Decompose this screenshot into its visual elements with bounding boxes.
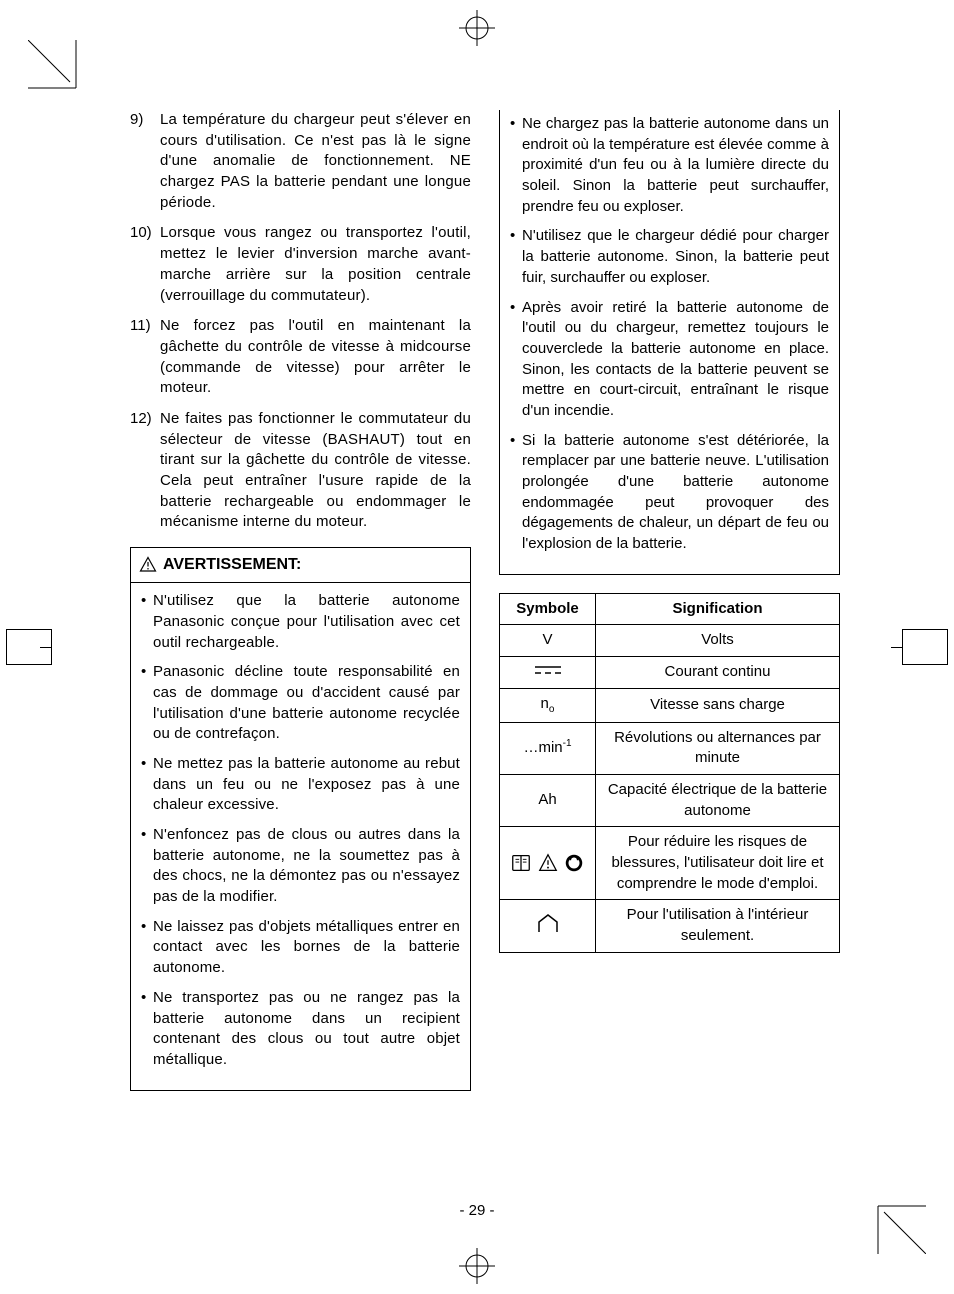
warning-box: AVERTISSEMENT: N'utilisez que la batteri… <box>130 547 471 1091</box>
list-item: 9)La température du chargeur peut s'élev… <box>130 110 471 213</box>
trim-box-right <box>902 629 948 665</box>
list-item: Ne mettez pas la batterie autonome au re… <box>141 754 460 816</box>
symbol-cell: …min-1 <box>500 722 596 774</box>
right-column: Ne chargez pas la batterie autonome dans… <box>499 110 840 1091</box>
symbol-cell: V <box>500 625 596 657</box>
page-number: - 29 - <box>459 1202 494 1219</box>
prohibit-icon <box>563 852 585 874</box>
warning-triangle-icon <box>537 852 559 874</box>
table-row: V Volts <box>500 625 840 657</box>
dc-symbol-icon <box>500 657 596 689</box>
list-item: Ne chargez pas la batterie autonome dans… <box>510 114 829 217</box>
indoor-use-icon <box>500 900 596 952</box>
list-item: Ne laissez pas d'objets métalliques entr… <box>141 917 460 979</box>
meaning-cell: Pour réduire les risques de blessures, l… <box>596 827 840 900</box>
symbols-table: Symbole Signification V Volts Courant co… <box>499 593 840 953</box>
left-column: 9)La température du chargeur peut s'élev… <box>130 110 471 1091</box>
list-item: Après avoir retiré la batterie autonome … <box>510 298 829 422</box>
table-row: Pour l'utilisation à l'intérieur seuleme… <box>500 900 840 952</box>
list-item: N'utilisez que le chargeur dédié pour ch… <box>510 226 829 288</box>
table-row: no Vitesse sans charge <box>500 688 840 722</box>
meaning-cell: Volts <box>596 625 840 657</box>
th-meaning: Signification <box>596 593 840 625</box>
meaning-cell: Pour l'utilisation à l'intérieur seuleme… <box>596 900 840 952</box>
trim-box-left <box>6 629 52 665</box>
meaning-cell: Courant continu <box>596 657 840 689</box>
list-item: Panasonic décline toute responsabilité e… <box>141 662 460 745</box>
warning-list-right: Ne chargez pas la batterie autonome dans… <box>499 110 840 575</box>
warning-icon <box>139 556 157 574</box>
list-item: Si la batterie autonome s'est détériorée… <box>510 431 829 555</box>
meaning-cell: Révolutions ou alternances par minute <box>596 722 840 774</box>
list-item: N'utilisez que la batterie autonome Pana… <box>141 591 460 653</box>
read-manual-icons <box>500 827 596 900</box>
meaning-cell: Vitesse sans charge <box>596 688 840 722</box>
list-item: 11)Ne forcez pas l'outil en maintenant l… <box>130 316 471 399</box>
meaning-cell: Capacité électrique de la batterie auton… <box>596 774 840 826</box>
th-symbol: Symbole <box>500 593 596 625</box>
crop-mark-tl <box>28 40 88 100</box>
registration-mark-bottom <box>457 1246 497 1286</box>
numbered-list: 9)La température du chargeur peut s'élev… <box>130 110 471 533</box>
page-content: 9)La température du chargeur peut s'élev… <box>130 110 840 1091</box>
crop-mark-br <box>866 1194 926 1254</box>
table-row: Symbole Signification <box>500 593 840 625</box>
warning-title: AVERTISSEMENT: <box>163 554 301 576</box>
table-row: …min-1 Révolutions ou alternances par mi… <box>500 722 840 774</box>
list-item: Ne transportez pas ou ne rangez pas la b… <box>141 988 460 1071</box>
warning-heading: AVERTISSEMENT: <box>131 548 470 583</box>
list-item: 10)Lorsque vous rangez ou transportez l'… <box>130 223 471 306</box>
table-row: Courant continu <box>500 657 840 689</box>
symbol-cell: Ah <box>500 774 596 826</box>
list-item: 12)Ne faites pas fonctionner le commutat… <box>130 409 471 533</box>
table-row: Ah Capacité électrique de la batterie au… <box>500 774 840 826</box>
book-icon <box>510 852 532 874</box>
symbol-cell: no <box>500 688 596 722</box>
table-row: Pour réduire les risques de blessures, l… <box>500 827 840 900</box>
warning-list-left: N'utilisez que la batterie autonome Pana… <box>131 583 470 1089</box>
registration-mark-top <box>457 8 497 48</box>
list-item: N'enfoncez pas de clous ou autres dans l… <box>141 825 460 908</box>
